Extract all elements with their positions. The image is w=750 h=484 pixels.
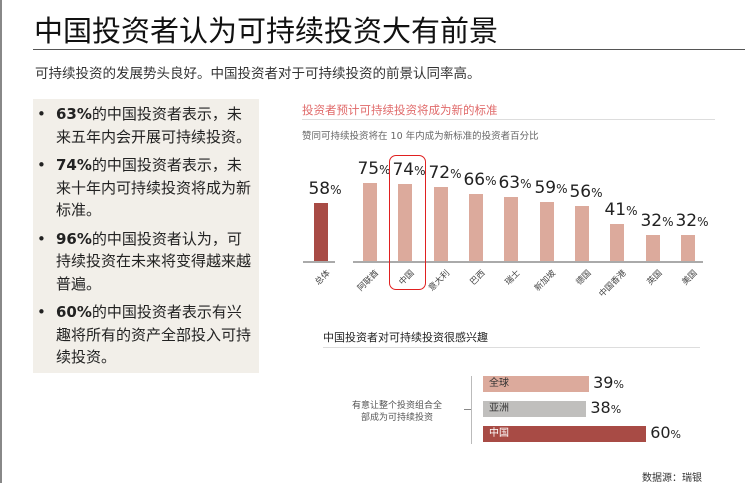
data-source: 数据源：瑞银: [642, 473, 702, 484]
chart2-category-label: 亚洲: [489, 403, 509, 414]
chart1-bar: [610, 223, 624, 261]
chart1-category-label: 中国香港: [597, 268, 629, 300]
chart2-category-label: 中国: [489, 428, 509, 439]
bullet-text: 的中国投资者表示有兴趣将所有的资产全部投入可持续投资。: [56, 303, 252, 366]
bullet-text: 的中国投资者表示，未来五年内会开展可持续投资。: [56, 105, 252, 146]
chart2-bar: 全球: [483, 376, 590, 392]
chart2-bracket-tick: [464, 409, 471, 410]
chart1-category-label: 美国: [680, 268, 700, 288]
bullet-item: 96%的中国投资者认为，可持续投资在未来将变得越来越普遍。: [35, 228, 253, 296]
china-highlight-box: [389, 155, 426, 290]
chart1-bar: [681, 234, 695, 261]
chart2-axis: [471, 376, 472, 444]
key-findings-box: 63%的中国投资者表示，未来五年内会开展可持续投资。74%的中国投资者表示，未来…: [33, 99, 259, 373]
chart1-axis-countries: [353, 261, 703, 263]
chart2-title: 中国投资者对可持续投资很感兴趣: [323, 331, 488, 344]
bullet-text: 的中国投资者表示，未来十年内可持续投资将成为新标准。: [56, 156, 252, 219]
bullet-percent: 60%: [56, 303, 92, 321]
bullet-item: 74%的中国投资者表示，未来十年内可持续投资将成为新标准。: [35, 154, 253, 222]
chart1-subtitle: 赞同可持续投资将在 10 年内成为新标准的投资者百分比: [302, 131, 539, 142]
chart2-group-label: 有意让整个投资组合全部成为可持续投资: [351, 401, 442, 423]
chart1-bar: [469, 193, 483, 261]
chart1-category-label: 意大利: [427, 268, 453, 294]
chart2-value-label: 60%: [650, 423, 681, 442]
chart1-value-label: 56%: [569, 181, 603, 202]
bullet-percent: 74%: [56, 156, 92, 174]
chart2-divider: [323, 347, 700, 348]
chart2-bar: 亚洲: [483, 401, 587, 417]
page-title: 中国投资者认为可持续投资大有前景: [34, 14, 499, 48]
chart1-value-label: 59%: [534, 178, 568, 199]
chart1-bar: [646, 234, 660, 261]
chart1-category-label: 瑞士: [503, 268, 523, 288]
bullet-percent: 96%: [56, 229, 92, 248]
bullet-item: 60%的中国投资者表示有兴趣将所有的资产全部投入可持续投资。: [35, 301, 253, 369]
chart2-value-label: 39%: [593, 373, 624, 392]
chart1-bar: [314, 203, 328, 261]
chart1-value-label: 32%: [675, 210, 709, 231]
chart1-bar: [504, 197, 518, 261]
bullet-percent: 63%: [56, 105, 92, 123]
chart1-bar: [398, 184, 412, 261]
title-divider: [33, 49, 745, 50]
chart1-bar: [540, 202, 554, 261]
chart1-value-label: 66%: [463, 169, 497, 190]
chart1-title: 投资者预计可持续投资将成为新的标准: [302, 103, 498, 117]
chart1-value-label: 75%: [357, 159, 391, 179]
chart1-divider: [302, 119, 715, 120]
chart1-category-label: 英国: [645, 268, 665, 288]
chart1-value-label: 74%: [392, 160, 426, 181]
chart1-category-label: 总体: [313, 268, 333, 288]
chart2-value-label: 38%: [590, 398, 622, 417]
chart2-category-label: 全球: [489, 378, 509, 389]
chart1-value-label: 72%: [428, 162, 462, 183]
page-border: [0, 0, 2, 483]
chart1-category-label: 巴西: [468, 268, 488, 288]
chart1-value-label: 63%: [498, 173, 532, 194]
chart1-bar: [434, 186, 448, 261]
chart1-axis-overall: [303, 261, 335, 263]
chart1-category-label: 新加坡: [533, 268, 559, 294]
chart1-value-label: 32%: [640, 210, 674, 231]
chart1-category-label: 德国: [574, 268, 594, 288]
bullet-text: 的中国投资者认为，可持续投资在未来将变得越来越普遍。: [56, 229, 252, 293]
page-subtitle: 可持续投资的发展势头良好。中国投资者对于可持续投资的前景认同率高。: [35, 66, 481, 82]
chart1-value-label: 41%: [604, 199, 638, 220]
chart1-category-label: 阿联酋: [356, 268, 382, 294]
chart2-bar: 中国: [483, 426, 647, 442]
bullet-item: 63%的中国投资者表示，未来五年内会开展可持续投资。: [35, 103, 253, 148]
chart1-bar: [575, 205, 589, 261]
chart1-value-label: 58%: [308, 179, 342, 200]
chart1-bar: [363, 183, 377, 261]
